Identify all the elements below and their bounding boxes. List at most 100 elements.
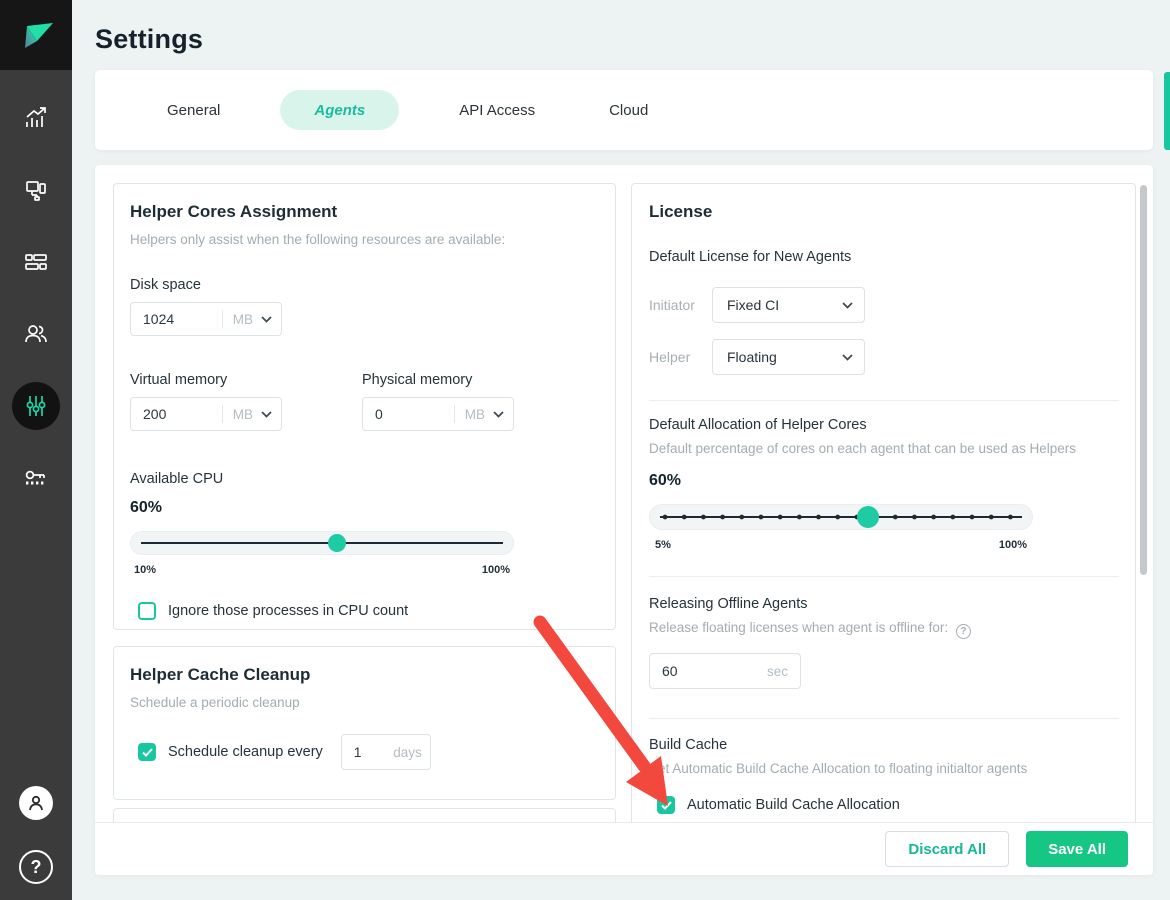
schedule-cleanup-label: Schedule cleanup every — [168, 744, 323, 760]
alloc-percent-value: 60% — [649, 472, 682, 489]
helper-license-dropdown[interactable]: Floating — [712, 339, 865, 375]
sidebar-item-analytics[interactable] — [12, 94, 60, 142]
cpu-slider[interactable] — [130, 531, 514, 555]
release-timeout-input[interactable]: 60 sec — [649, 653, 801, 689]
cleanup-interval-unit: days — [393, 744, 422, 760]
connected-devices-icon — [26, 181, 46, 201]
sidebar-item-users[interactable] — [12, 310, 60, 358]
tab-general[interactable]: General — [167, 101, 221, 119]
grid-layout-icon — [25, 254, 47, 270]
alloc-max-label: 100% — [998, 539, 1027, 551]
physical-memory-input[interactable]: 0 MB — [362, 397, 514, 431]
chevron-down-icon[interactable] — [261, 315, 272, 323]
sidebar-nav — [12, 94, 60, 502]
discard-all-button[interactable]: Discard All — [885, 831, 1010, 867]
virtual-memory-input[interactable]: 200 MB — [130, 397, 282, 431]
section-divider — [649, 576, 1119, 577]
incredibuild-logo-icon — [25, 23, 53, 48]
cpu-percent-value: 60% — [130, 499, 163, 516]
physical-memory-value[interactable]: 0 — [375, 406, 383, 422]
alloc-slider[interactable] — [649, 504, 1033, 530]
card-subtitle: Helpers only assist when the following r… — [130, 232, 506, 247]
cleanup-interval-input[interactable]: 1 days — [340, 734, 431, 770]
input-divider — [221, 405, 223, 423]
settings-tabbar: General Agents API Access Cloud — [95, 70, 1153, 150]
section-divider — [649, 400, 1119, 401]
question-circle-icon[interactable]: ? — [955, 624, 971, 639]
helper-label: Helper — [649, 349, 691, 365]
settings-panel: Helper Cores Assignment Helpers only ass… — [95, 165, 1153, 875]
initiator-license-dropdown[interactable]: Fixed CI — [712, 287, 865, 323]
sidebar-bottom: ? — [19, 786, 53, 884]
slider-ticks — [662, 514, 1020, 520]
input-divider — [221, 310, 223, 328]
virtual-memory-unit: MB — [232, 406, 253, 422]
chart-trend-icon — [26, 107, 46, 127]
virtual-memory-value[interactable]: 200 — [143, 406, 167, 422]
footer-actions-bar: Discard All Save All — [95, 822, 1153, 875]
chevron-down-icon — [842, 301, 853, 309]
alloc-slider-thumb[interactable] — [856, 506, 879, 528]
schedule-cleanup-checkbox[interactable] — [138, 743, 156, 761]
sidebar-item-agents[interactable] — [12, 166, 60, 214]
card-title: Helper Cores Assignment — [130, 202, 338, 221]
default-license-label: Default License for New Agents — [649, 249, 852, 265]
section-divider — [649, 718, 1119, 719]
sidebar-item-license[interactable] — [12, 454, 60, 502]
releasing-title: Releasing Offline Agents — [649, 596, 808, 612]
alloc-title: Default Allocation of Helper Cores — [649, 417, 867, 433]
physical-memory-unit: MB — [464, 406, 485, 422]
help-glyph: ? — [30, 856, 42, 877]
cleanup-interval-value[interactable]: 1 — [353, 744, 362, 760]
initiator-label: Initiator — [649, 297, 695, 313]
sidebar-item-builds[interactable] — [12, 238, 60, 286]
initiator-license-value: Fixed CI — [727, 297, 780, 313]
cpu-max-label: 100% — [481, 564, 510, 576]
cpu-slider-thumb[interactable] — [328, 534, 347, 552]
slider-track — [141, 542, 503, 544]
key-icon — [25, 470, 46, 485]
disk-space-input[interactable]: 1024 MB — [130, 302, 282, 336]
disk-space-label: Disk space — [130, 277, 201, 293]
physical-memory-label: Physical memory — [362, 372, 473, 388]
alloc-min-label: 5% — [655, 539, 671, 551]
vertical-scrollbar-thumb[interactable] — [1140, 185, 1147, 575]
tab-cloud[interactable]: Cloud — [609, 101, 649, 119]
auto-build-cache-label: Automatic Build Cache Allocation — [687, 797, 900, 813]
virtual-memory-label: Virtual memory — [130, 372, 228, 388]
ignore-processes-label: Ignore those processes in CPU count — [168, 603, 409, 619]
sidebar-item-settings[interactable] — [12, 382, 60, 430]
right-edge-accent-bar — [1164, 72, 1170, 150]
card-title: Helper Cache Cleanup — [130, 665, 311, 684]
cpu-min-label: 10% — [134, 564, 157, 576]
disk-space-value[interactable]: 1024 — [143, 311, 175, 327]
chevron-down-icon[interactable] — [261, 410, 272, 418]
card-title: License — [649, 202, 713, 221]
help-button[interactable]: ? — [19, 850, 53, 884]
build-cache-subtitle: Set Automatic Build Cache Allocation to … — [649, 761, 1028, 776]
app-logo[interactable] — [0, 0, 72, 70]
releasing-subtitle-text: Release floating licenses when agent is … — [649, 620, 949, 635]
check-icon — [141, 747, 153, 757]
build-cache-title: Build Cache — [649, 737, 728, 753]
releasing-subtitle: Release floating licenses when agent is … — [649, 620, 1118, 639]
release-timeout-unit: sec — [766, 663, 788, 679]
sliders-icon — [26, 396, 46, 416]
disk-space-unit: MB — [232, 311, 253, 327]
sidebar: ? — [0, 0, 72, 900]
input-divider — [453, 405, 455, 423]
ignore-processes-checkbox[interactable] — [138, 602, 156, 620]
tab-api-access[interactable]: API Access — [459, 101, 536, 119]
release-timeout-value[interactable]: 60 — [662, 663, 678, 679]
users-icon — [25, 325, 47, 343]
tab-agents[interactable]: Agents — [280, 90, 400, 130]
alloc-subtitle: Default percentage of cores on each agen… — [649, 441, 1077, 456]
chevron-down-icon[interactable] — [493, 410, 504, 418]
save-all-button[interactable]: Save All — [1026, 831, 1128, 867]
card-subtitle: Schedule a periodic cleanup — [130, 695, 300, 710]
question-glyph: ? — [960, 626, 967, 637]
helper-cores-card: Helper Cores Assignment Helpers only ass… — [113, 183, 616, 630]
helper-license-value: Floating — [727, 349, 777, 365]
auto-build-cache-checkbox[interactable] — [657, 796, 675, 814]
user-avatar[interactable] — [19, 786, 53, 820]
